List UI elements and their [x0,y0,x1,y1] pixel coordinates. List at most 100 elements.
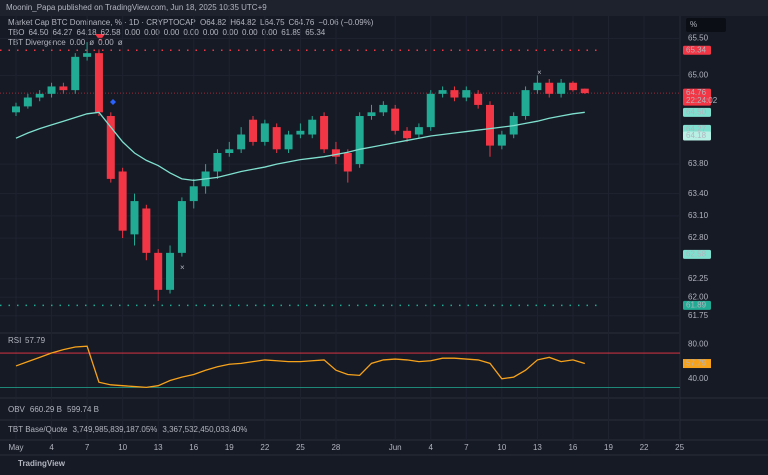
candle-body [249,119,257,142]
unit-box [686,18,726,32]
x-tick-label: 19 [604,443,613,452]
ohlc-value: H64.82 [230,18,256,27]
signal-diamond [110,99,116,105]
candle-body [391,108,400,131]
candle-body [94,53,103,113]
x-tick-label: 10 [118,443,127,452]
candle-body [557,82,566,94]
y-tick-label: 63.10 [688,211,709,220]
price-tag-label: 64.18 [686,131,707,140]
x-tick-label: 4 [49,443,54,452]
x-tick-label: 25 [296,443,305,452]
legend-value: 62.58 [101,28,122,37]
sell-signal [95,34,105,41]
legend-value: 0.00 [203,28,219,37]
price-tag-label: 61.89 [686,300,707,309]
price-tag [683,45,711,55]
candle-body [59,86,68,91]
legend-value: 0.00 [183,28,199,37]
cross-signal: × [180,263,185,272]
base_quote-text: 3,367,532,450,033.40% [162,425,247,434]
legend-value: 0.00 [222,28,238,37]
x-tick-label: 4 [429,443,434,452]
x-tick-label: 7 [464,443,469,452]
candle-body [308,119,317,135]
candle-body [12,106,20,113]
y-tick-label: 62.25 [688,274,709,283]
candle-body [35,93,44,98]
candle-body [130,201,139,235]
rsi-value: 57.79 [25,336,46,345]
candle-body [486,104,494,146]
x-tick-label: 19 [225,443,234,452]
chart-title: Market Cap BTC Dominance, % · 1D · CRYPT… [8,18,196,27]
indicator-line [15,111,585,182]
legend-name: TBT Divergence [8,38,66,47]
candle-body [23,97,32,107]
y-tick-label: 63.80 [688,159,709,168]
legend-value: 64.50 [28,28,49,37]
base_quote-text: TBT Base/Quote [8,425,68,434]
candle-body [533,82,542,91]
x-tick-label: 10 [497,443,506,452]
candle-body [118,171,127,231]
rsi-tick-label: 80.00 [688,340,709,349]
candle-body [521,90,530,117]
y-tick-label: 65.50 [688,33,709,42]
obv-text: OBV [8,405,26,414]
candle-body [177,201,186,253]
price-tag [683,300,711,310]
candle-body [142,208,151,253]
price-tag-label: 64.50 [686,107,707,116]
x-tick-label: 13 [533,443,542,452]
legend-value: 0.00 [242,28,258,37]
candle-body [450,90,459,98]
ohlc-value: L64.75 [260,18,285,27]
price-tag-label: 64.27 [686,124,707,133]
candle-body [320,116,329,150]
candle-body [568,82,577,91]
price-tag-time: 22:24:02 [686,96,718,105]
candle-body [497,134,506,146]
candle-body [426,93,435,128]
legend-value: 0.00 [125,28,141,37]
x-tick-label: 22 [640,443,649,452]
price-tag [683,88,711,106]
candle-body [225,149,234,154]
candle-body [260,123,269,142]
ohlc-value: −0.06 (−0.09%) [318,18,373,27]
rsi-tag [683,359,711,369]
legend-value: 0.00 [164,28,180,37]
price-tag-label: 64.76 [686,88,707,97]
cross-signal: × [537,68,542,77]
y-tick-label: 62.00 [688,292,709,301]
legend-value: 61.89 [281,28,302,37]
legend-value: ø [118,38,123,47]
candle-body [296,130,305,135]
candle-body [367,112,376,117]
top-bar [0,0,768,16]
candle-body [379,104,388,113]
legend-value: 65.34 [305,28,326,37]
x-tick-label: 7 [85,443,90,452]
rsi-name: RSI [8,336,21,345]
legend-value: 64.27 [52,28,73,37]
candle-body [474,93,483,105]
candle-body [166,252,175,290]
candle-body [213,153,222,172]
candle-body [438,90,447,94]
y-tick-label: 62.80 [688,233,709,242]
x-tick-label: 28 [331,443,340,452]
obv-text: 599.74 B [67,405,99,414]
ohlc-value: O64.82 [200,18,227,27]
candle-body [414,127,423,135]
legend-value: 0.00 [144,28,160,37]
candle-body [403,130,412,139]
base_quote-text: 3,749,985,839,187.05% [72,425,157,434]
price-tag [683,249,711,259]
legend-value: 0.00 [98,38,114,47]
x-tick-label: 25 [675,443,684,452]
candle-body [331,149,340,157]
candle-body [462,90,471,98]
